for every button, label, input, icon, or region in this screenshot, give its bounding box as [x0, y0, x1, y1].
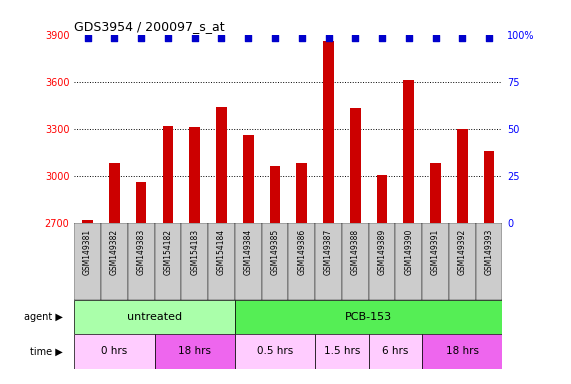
Text: GSM149386: GSM149386 [297, 229, 306, 275]
Text: GDS3954 / 200097_s_at: GDS3954 / 200097_s_at [74, 20, 225, 33]
Text: GSM149390: GSM149390 [404, 229, 413, 275]
Bar [74, 223, 101, 300]
Bar [136, 182, 147, 223]
Bar [74, 300, 235, 334]
Point [324, 35, 333, 41]
Text: 18 hrs: 18 hrs [446, 346, 479, 356]
Point [351, 35, 360, 41]
Bar [128, 223, 155, 300]
Text: GSM149384: GSM149384 [244, 229, 253, 275]
Bar [484, 151, 494, 223]
Bar [163, 126, 173, 223]
Point [163, 35, 172, 41]
Text: GSM154184: GSM154184 [217, 229, 226, 275]
Point [190, 35, 199, 41]
Bar [155, 334, 235, 369]
Point [136, 35, 146, 41]
Bar [270, 166, 280, 223]
Text: GSM154182: GSM154182 [163, 229, 172, 275]
Bar [82, 220, 93, 223]
Text: 0.5 hrs: 0.5 hrs [257, 346, 293, 356]
Text: 18 hrs: 18 hrs [178, 346, 211, 356]
Bar [74, 334, 155, 369]
Point [431, 35, 440, 41]
Bar [430, 163, 441, 223]
Bar [315, 223, 342, 300]
Bar [262, 223, 288, 300]
Text: GSM149392: GSM149392 [458, 229, 467, 275]
Text: GSM149387: GSM149387 [324, 229, 333, 275]
Point [271, 35, 280, 41]
Bar [404, 80, 414, 223]
Bar [243, 135, 254, 223]
Bar [109, 163, 120, 223]
Bar [190, 127, 200, 223]
Text: 1.5 hrs: 1.5 hrs [324, 346, 360, 356]
Text: 0 hrs: 0 hrs [101, 346, 127, 356]
Point [404, 35, 413, 41]
Point [217, 35, 226, 41]
Bar [342, 223, 369, 300]
Point [244, 35, 253, 41]
Text: GSM149393: GSM149393 [485, 229, 493, 275]
Bar [296, 163, 307, 223]
Bar [288, 223, 315, 300]
Bar [369, 334, 422, 369]
Text: GSM149391: GSM149391 [431, 229, 440, 275]
Bar [208, 223, 235, 300]
Bar [101, 223, 128, 300]
Point [110, 35, 119, 41]
Point [83, 35, 92, 41]
Bar [377, 175, 387, 223]
Bar [457, 129, 468, 223]
Point [485, 35, 494, 41]
Bar [422, 223, 449, 300]
Bar [235, 334, 315, 369]
Point [458, 35, 467, 41]
Bar [350, 108, 361, 223]
Text: untreated: untreated [127, 312, 182, 322]
Text: time ▶: time ▶ [30, 346, 63, 356]
Bar [315, 334, 369, 369]
Text: GSM149385: GSM149385 [271, 229, 279, 275]
Text: GSM149382: GSM149382 [110, 229, 119, 275]
Bar [155, 223, 182, 300]
Text: GSM154183: GSM154183 [190, 229, 199, 275]
Point [377, 35, 387, 41]
Bar [476, 223, 502, 300]
Bar [235, 300, 502, 334]
Bar [422, 334, 502, 369]
Text: GSM149389: GSM149389 [377, 229, 387, 275]
Point [297, 35, 306, 41]
Bar [182, 223, 208, 300]
Bar [216, 107, 227, 223]
Bar [449, 223, 476, 300]
Text: GSM149388: GSM149388 [351, 229, 360, 275]
Bar [235, 223, 262, 300]
Text: GSM149381: GSM149381 [83, 229, 92, 275]
Bar [323, 41, 334, 223]
Bar [369, 223, 395, 300]
Text: GSM149383: GSM149383 [136, 229, 146, 275]
Text: 6 hrs: 6 hrs [382, 346, 409, 356]
Text: agent ▶: agent ▶ [24, 312, 63, 322]
Bar [395, 223, 422, 300]
Text: PCB-153: PCB-153 [345, 312, 392, 322]
